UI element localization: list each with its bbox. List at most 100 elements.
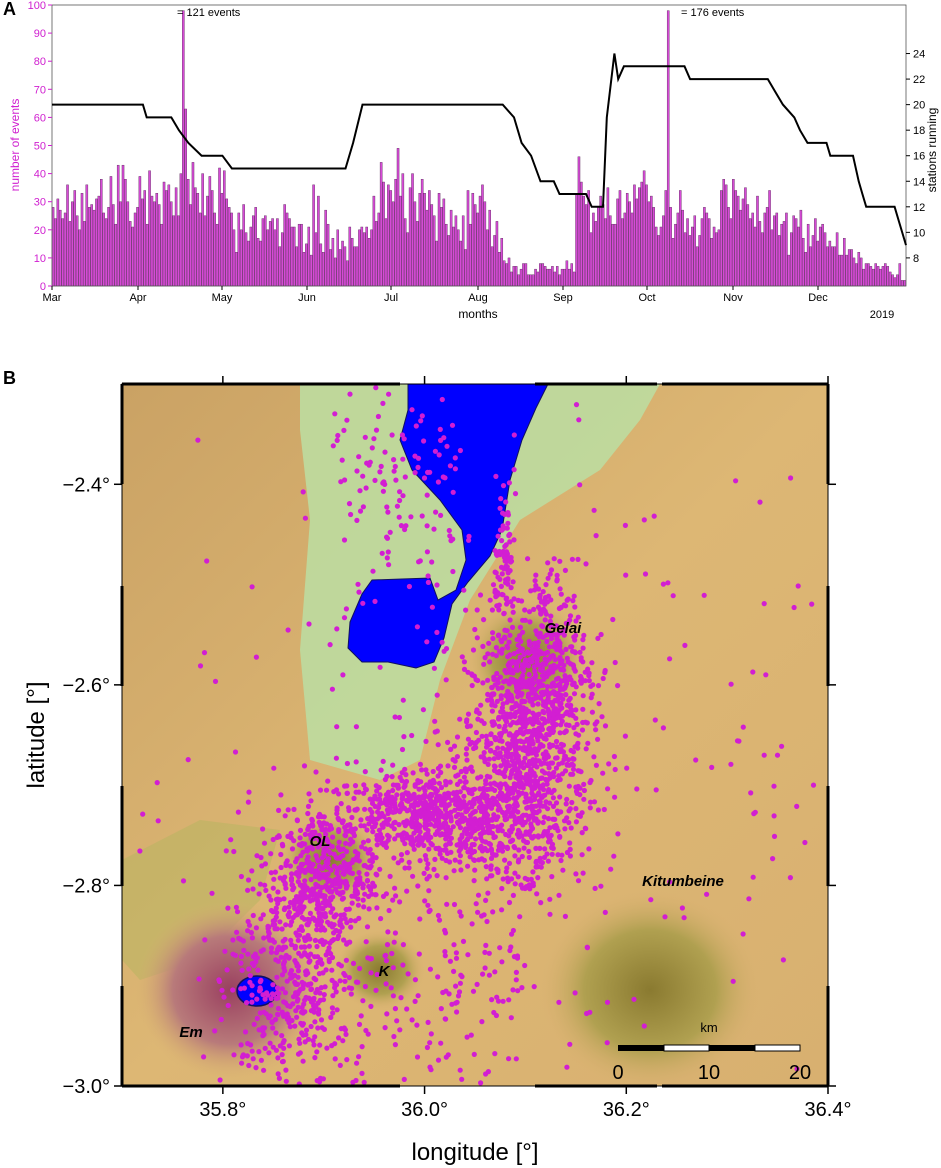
event-point xyxy=(490,630,496,636)
event-point xyxy=(225,1002,231,1009)
event-point xyxy=(522,755,528,761)
event-point xyxy=(279,1033,285,1039)
event-point xyxy=(486,972,492,978)
event-point xyxy=(266,893,272,899)
panel-a-label: A xyxy=(3,0,16,19)
event-point xyxy=(540,589,546,595)
event-point xyxy=(275,889,281,895)
event-point xyxy=(457,836,463,843)
event-point xyxy=(553,715,559,721)
event-point xyxy=(581,787,588,794)
event-point xyxy=(506,997,512,1003)
event-point xyxy=(329,1005,335,1011)
event-point xyxy=(554,646,560,653)
event-point xyxy=(305,803,312,810)
event-point xyxy=(411,804,417,810)
event-point xyxy=(497,945,503,951)
latitude-axis: −2.4°−2.6°−2.8°−3.0° xyxy=(63,474,836,1098)
event-point xyxy=(562,673,568,679)
event-point xyxy=(548,613,554,619)
event-point xyxy=(473,729,479,736)
event-point xyxy=(434,629,440,636)
event-point xyxy=(545,806,551,812)
event-point xyxy=(241,947,247,954)
event-point xyxy=(260,826,266,832)
left-tick-label: 10 xyxy=(34,253,46,265)
event-point xyxy=(309,844,315,850)
event-point xyxy=(563,679,570,685)
event-point xyxy=(547,911,553,917)
event-point xyxy=(520,747,526,753)
event-point xyxy=(348,924,354,930)
event-point xyxy=(429,604,435,610)
event-point xyxy=(431,665,437,671)
event-point xyxy=(379,550,385,556)
event-point xyxy=(307,910,313,917)
event-point xyxy=(329,967,335,973)
event-point xyxy=(258,916,264,922)
event-point xyxy=(289,882,296,888)
event-point xyxy=(245,799,251,805)
event-point xyxy=(367,887,374,893)
scale-bar: km 0 10 20 xyxy=(612,1020,811,1084)
event-point xyxy=(525,739,531,745)
event-point xyxy=(230,987,236,993)
event-point xyxy=(542,650,549,657)
event-point xyxy=(281,1038,287,1044)
event-point xyxy=(542,656,548,662)
event-point xyxy=(360,839,367,845)
event-point xyxy=(443,857,449,864)
event-point xyxy=(263,1011,269,1017)
event-point xyxy=(346,501,353,507)
event-point xyxy=(546,835,552,841)
event-point xyxy=(420,707,426,713)
event-point xyxy=(526,762,532,769)
left-tick-label: 20 xyxy=(34,225,46,237)
event-point xyxy=(560,696,566,702)
event-point xyxy=(357,508,364,514)
event-point xyxy=(373,892,379,898)
event-point xyxy=(501,611,507,617)
event-point xyxy=(482,949,488,956)
event-point xyxy=(311,836,317,842)
event-point xyxy=(746,896,752,902)
event-point xyxy=(473,901,479,907)
event-point xyxy=(265,923,271,929)
event-point xyxy=(384,555,390,561)
event-point xyxy=(321,1026,327,1032)
event-point xyxy=(359,844,365,850)
left-tick-label: 60 xyxy=(34,112,46,124)
event-point xyxy=(612,766,618,773)
event-point xyxy=(278,954,284,960)
event-point xyxy=(487,659,493,665)
event-point xyxy=(409,1017,415,1023)
event-point xyxy=(500,483,507,489)
event-point xyxy=(251,1021,257,1027)
event-point xyxy=(476,805,482,811)
event-point xyxy=(346,985,352,991)
event-point xyxy=(601,806,607,813)
event-point xyxy=(494,603,500,609)
event-point xyxy=(306,621,312,627)
event-point xyxy=(543,582,549,588)
event-point xyxy=(425,861,431,867)
event-point xyxy=(506,899,513,906)
event-point xyxy=(565,757,572,763)
event-point xyxy=(391,468,397,474)
event-point xyxy=(495,633,501,639)
event-point xyxy=(390,993,396,999)
event-point xyxy=(344,920,350,926)
event-point xyxy=(349,900,355,906)
event-point xyxy=(497,845,503,851)
event-point xyxy=(374,971,380,978)
event-point xyxy=(595,635,601,642)
event-point xyxy=(457,909,463,915)
event-point xyxy=(428,1067,434,1073)
event-point xyxy=(469,768,475,774)
event-point xyxy=(771,813,777,819)
event-point xyxy=(329,686,335,692)
event-point xyxy=(499,907,505,913)
event-point xyxy=(262,882,268,888)
event-point xyxy=(580,719,586,726)
event-point xyxy=(409,732,415,739)
